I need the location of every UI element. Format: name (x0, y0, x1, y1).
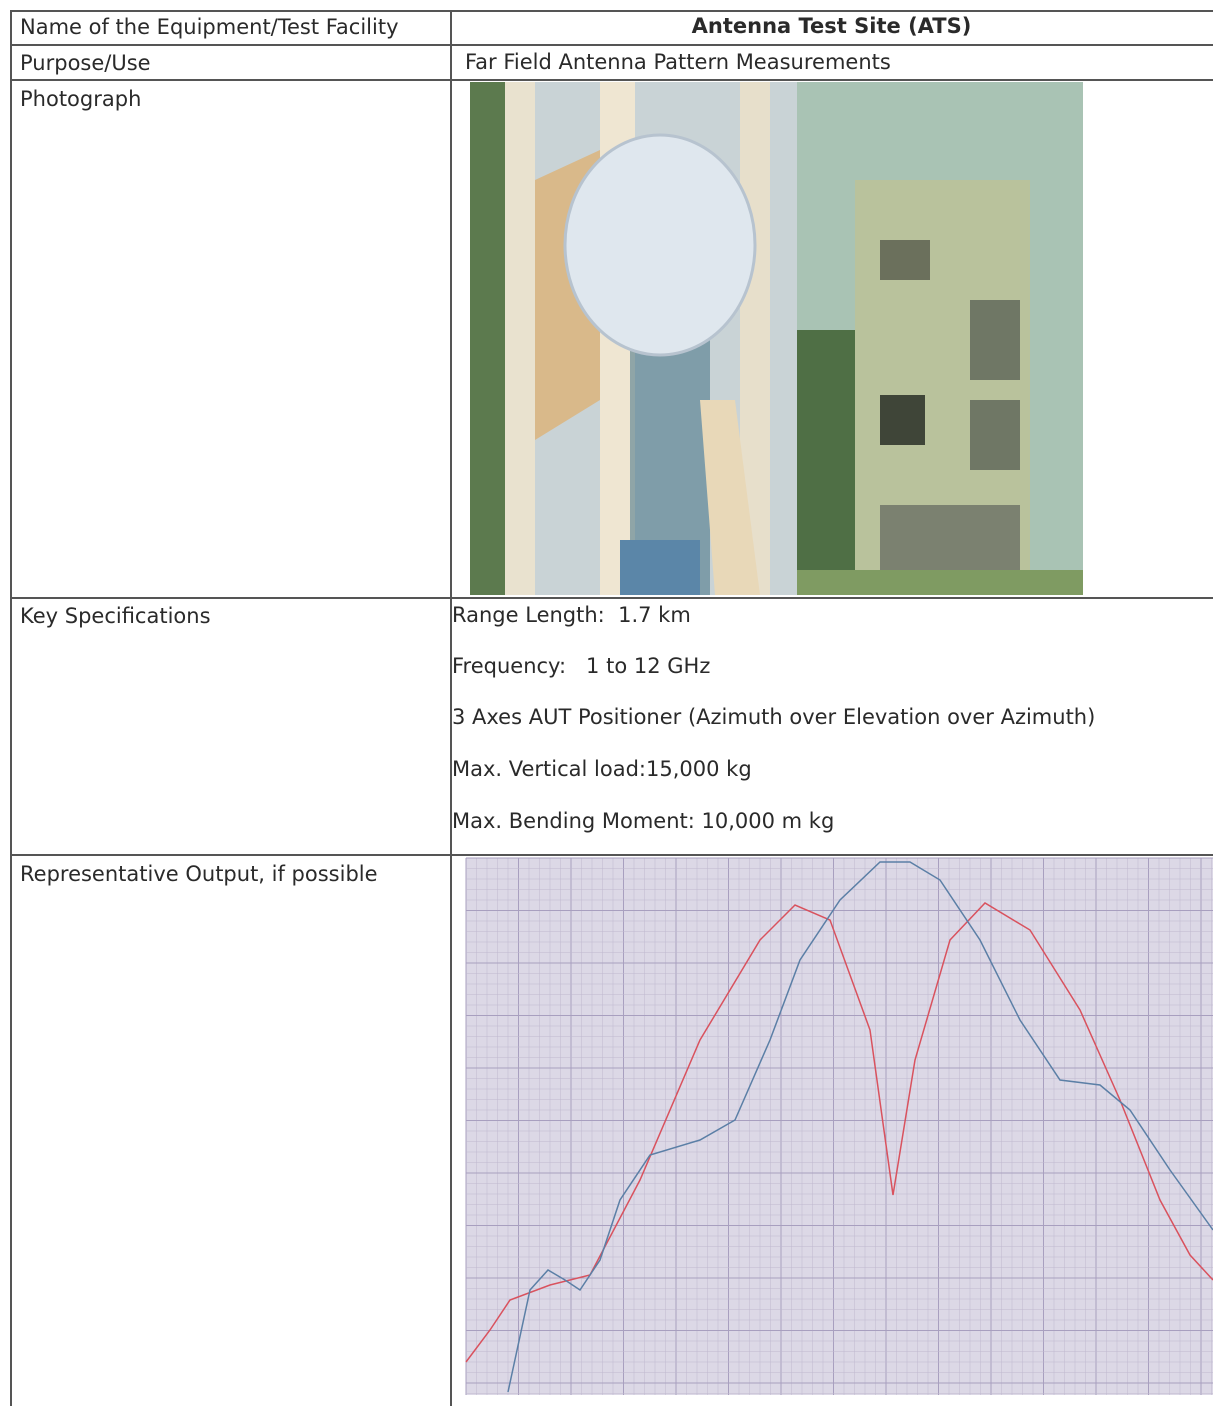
red-trace (465, 902, 1213, 1363)
dish (563, 133, 757, 357)
window (970, 400, 1020, 470)
plot-grid (465, 857, 1213, 1395)
spec: Max. Vertical load:15,000 kg (452, 757, 752, 781)
rule (450, 10, 452, 1406)
row-label: Photograph (20, 87, 142, 111)
window (880, 505, 1020, 570)
facility-name: Antenna Test Site (ATS) (691, 14, 972, 38)
rule (10, 10, 12, 1406)
grass (797, 570, 1083, 595)
ladder (700, 400, 760, 595)
window (970, 300, 1020, 380)
rule (10, 44, 1213, 46)
purpose: Far Field Antenna Pattern Measurements (465, 50, 891, 74)
spec: 3 Axes AUT Positioner (Azimuth over Elev… (452, 705, 1096, 729)
spec: Frequency: 1 to 12 GHz (452, 654, 711, 678)
spec: Max. Bending Moment: 10,000 m kg (452, 809, 835, 833)
rule (10, 854, 1213, 856)
cabin (620, 540, 700, 595)
row-label: Name of the Equipment/Test Facility (20, 15, 399, 39)
row-label: Representative Output, if possible (20, 862, 378, 886)
row-label: Purpose/Use (20, 51, 151, 75)
pillar (505, 82, 535, 595)
spec: Range Length: 1.7 km (452, 603, 691, 627)
window (880, 240, 930, 280)
rule (10, 79, 1213, 81)
rule (10, 597, 1213, 599)
blue-trace (507, 861, 1213, 1393)
rule (10, 10, 1213, 12)
row-label: Key Specifications (20, 604, 211, 628)
window (880, 395, 925, 445)
plot-paper (466, 858, 1213, 1395)
